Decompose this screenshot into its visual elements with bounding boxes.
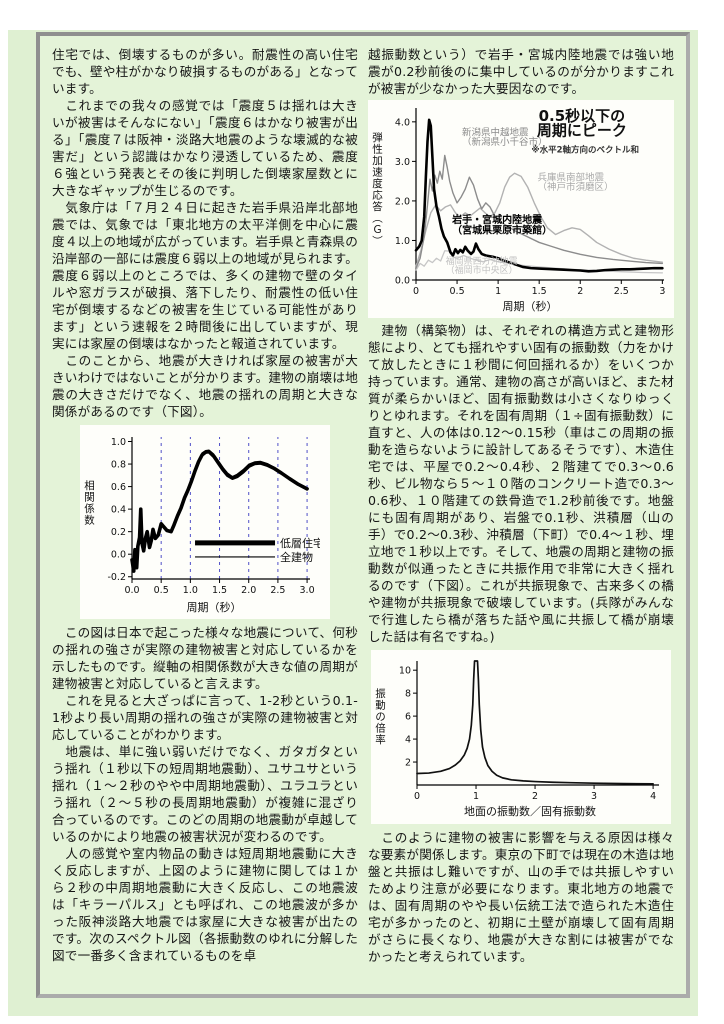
svg-text:3: 3 bbox=[659, 286, 665, 297]
svg-text:兵庫県南部地震: 兵庫県南部地震 bbox=[538, 171, 605, 183]
svg-text:2: 2 bbox=[405, 758, 411, 769]
two-column-layout: 住宅では、倒壊するものが多い。耐震性の高い住宅でも、壁や柱がかなり破損するものが… bbox=[52, 46, 674, 984]
svg-text:4: 4 bbox=[405, 735, 411, 746]
paragraph: これまでの我々の感覚では「震度５は揺れは大きいが被害はそんなにない」「震度６はか… bbox=[52, 98, 358, 198]
svg-text:岩手・宮城内陸地震: 岩手・宮城内陸地震 bbox=[451, 213, 543, 226]
svg-text:0.0: 0.0 bbox=[124, 585, 139, 596]
paragraph: これを見ると大ざっぱに言って、1-2秒という0.1-1秒より長い周期の揺れの強さ… bbox=[52, 693, 358, 742]
left-column: 住宅では、倒壊するものが多い。耐震性の高い住宅でも、壁や柱がかなり破損するものが… bbox=[52, 46, 358, 984]
svg-text:2.5: 2.5 bbox=[614, 286, 629, 297]
correlation-y-axis-label: 相関係数 bbox=[83, 480, 95, 526]
document-frame: 住宅では、倒壊するものが多い。耐震性の高い住宅でも、壁や柱がかなり破損するものが… bbox=[36, 32, 690, 998]
paragraph: 住宅では、倒壊するものが多い。耐震性の高い住宅でも、壁や柱がかなり破損するものが… bbox=[52, 47, 358, 96]
svg-text:0.5: 0.5 bbox=[154, 585, 169, 596]
svg-text:※水平2軸方向のベクトル和: ※水平2軸方向のベクトル和 bbox=[531, 145, 639, 156]
paragraph: このことから、地震が大きければ家屋の被害が大きいわけではないことが分かります。建… bbox=[52, 353, 358, 419]
svg-text:2.0: 2.0 bbox=[395, 196, 410, 207]
svg-text:3.0: 3.0 bbox=[395, 157, 410, 168]
paragraph: このように建物の被害に影響を与える原因は様々な要素が関係します。東京の下町では現… bbox=[368, 830, 674, 964]
svg-text:8: 8 bbox=[405, 689, 411, 700]
svg-text:0.0: 0.0 bbox=[111, 550, 126, 561]
svg-text:1: 1 bbox=[473, 791, 479, 802]
svg-text:4: 4 bbox=[650, 791, 656, 802]
svg-text:2.0: 2.0 bbox=[241, 585, 256, 596]
svg-text:0.6: 0.6 bbox=[111, 482, 126, 493]
svg-text:3.0: 3.0 bbox=[300, 585, 315, 596]
svg-text:0.5秒以下の: 0.5秒以下の bbox=[539, 107, 626, 125]
svg-text:2.5: 2.5 bbox=[270, 585, 285, 596]
correlation-chart-figure: 相関係数 0.0 0.5 1.0 1.5 2.0 2.5 3.0 -0.2 0.0 0.2 0.4 0… bbox=[80, 425, 330, 619]
spectrum-y-axis-label: 弾性加速度応答（Ｇ） bbox=[371, 131, 383, 247]
svg-text:全建物: 全建物 bbox=[280, 550, 313, 564]
svg-text:（宮城県栗原市築館）: （宮城県栗原市築館） bbox=[452, 223, 552, 236]
right-column: 越振動数という）で岩手・宮城内陸地震では強い地震が0.2秒前後のに集中しているの… bbox=[368, 46, 674, 984]
svg-text:0.4: 0.4 bbox=[111, 505, 126, 516]
svg-text:1: 1 bbox=[495, 286, 501, 297]
paragraph: 越振動数という）で岩手・宮城内陸地震では強い地震が0.2秒前後のに集中しているの… bbox=[368, 47, 674, 96]
svg-text:1.0: 1.0 bbox=[111, 437, 126, 448]
spectrum-x-axis-label: 周期（秒） bbox=[502, 300, 558, 313]
correlation-x-axis-label: 周期（秒） bbox=[186, 601, 242, 614]
svg-text:2: 2 bbox=[577, 286, 583, 297]
svg-text:（新潟県小千谷市）: （新潟県小千谷市） bbox=[462, 136, 548, 148]
svg-text:2: 2 bbox=[532, 791, 538, 802]
paragraph: この図は日本で起こった様々な地震について、何秒の揺れの強さが実際の建物被害と対応… bbox=[52, 625, 358, 691]
svg-text:福岡県西方沖地震: 福岡県西方沖地震 bbox=[446, 255, 518, 267]
svg-text:3: 3 bbox=[591, 791, 597, 802]
paragraph: 気象庁は「７月２４日に起きた岩手県沿岸北部地震では、気象では「東北地方の太平洋側… bbox=[52, 200, 358, 351]
svg-text:0.8: 0.8 bbox=[111, 460, 126, 471]
svg-text:0.0: 0.0 bbox=[395, 276, 410, 287]
svg-text:1.5: 1.5 bbox=[532, 286, 547, 297]
svg-text:4.0: 4.0 bbox=[395, 117, 410, 128]
paragraph: 人の感覚や室内物品の動きは短周期地震動に大きく反応しますが、上図のように建物に関… bbox=[52, 846, 358, 963]
response-spectrum-chart-figure: 弾性加速度応答（Ｇ） 0 0.5 1 1.5 2 2.5 3 0.0 1.0 2.0 3.0 4.0 0… bbox=[368, 100, 674, 318]
svg-text:1.5: 1.5 bbox=[212, 585, 227, 596]
paragraph: 建物（構築物）は、それぞれの構造方式と建物形態により、とても揺れやすい固有の振動… bbox=[368, 323, 674, 644]
svg-text:0.5: 0.5 bbox=[450, 286, 465, 297]
svg-text:10: 10 bbox=[399, 666, 411, 677]
svg-text:（神戸市須磨区）: （神戸市須磨区） bbox=[538, 181, 614, 193]
paragraph: 地震は、単に強い弱いだけでなく、ガタガタという揺れ（１秒以下の短周期地震動）、ユ… bbox=[52, 744, 358, 844]
svg-text:低層住宅: 低層住宅 bbox=[280, 536, 320, 550]
svg-text:1.0: 1.0 bbox=[183, 585, 198, 596]
correlation-plot: 0.0 0.5 1.0 1.5 2.0 2.5 3.0 -0.2 0.0 0.2 0.4 0.6 0.8… bbox=[107, 437, 320, 596]
svg-text:0: 0 bbox=[414, 791, 420, 802]
response-spectrum-plot: 0 0.5 1 1.5 2 2.5 3 0.0 1.0 2.0 3.0 4.0 0.5秒以下の周期にピー… bbox=[395, 107, 665, 297]
svg-text:0: 0 bbox=[413, 286, 419, 297]
svg-text:0.2: 0.2 bbox=[111, 527, 126, 538]
svg-text:1.0: 1.0 bbox=[395, 236, 410, 247]
svg-text:6: 6 bbox=[405, 712, 411, 723]
svg-text:周期にピーク: 周期にピーク bbox=[537, 121, 627, 139]
page-background: 住宅では、倒壊するものが多い。耐震性の高い住宅でも、壁や柱がかなり破損するものが… bbox=[8, 30, 698, 1016]
svg-text:（福岡市中央区）: （福岡市中央区） bbox=[446, 264, 518, 276]
svg-text:-0.2: -0.2 bbox=[107, 572, 126, 583]
resonance-y-axis-label: 振動の倍率 bbox=[374, 688, 386, 746]
resonance-x-axis-label: 地面の振動数／固有振動数 bbox=[464, 805, 596, 818]
svg-text:新潟県中越地震: 新潟県中越地震 bbox=[462, 126, 529, 138]
resonance-plot: 0 1 2 3 4 2 4 6 8 10 bbox=[399, 660, 659, 802]
resonance-chart-figure: 振動の倍率 0 1 2 3 4 2 4 6 8 10 地面の振動数／固有振動数 bbox=[371, 650, 671, 824]
